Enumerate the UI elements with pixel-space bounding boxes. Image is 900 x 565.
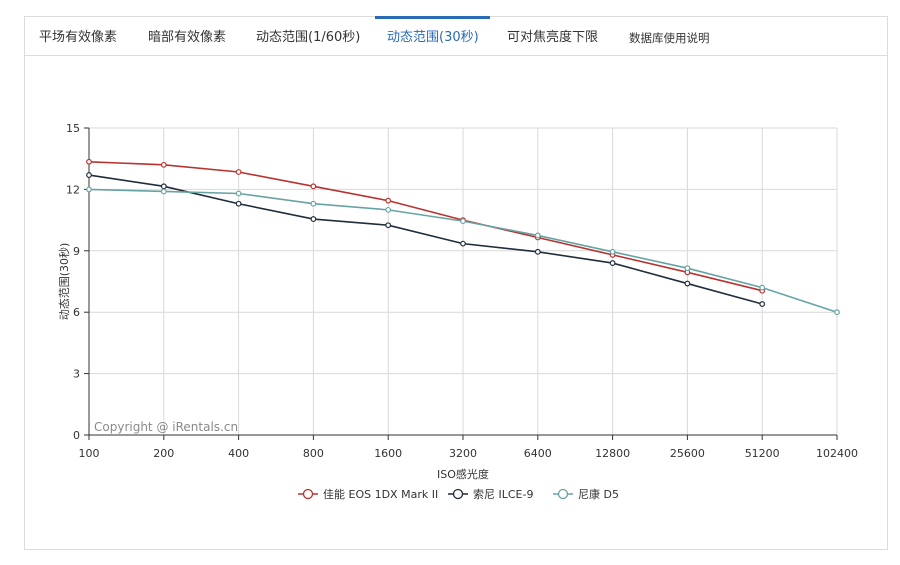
data-point[interactable]: [160, 183, 167, 190]
data-point[interactable]: [534, 232, 541, 239]
y-axis-title: 动态范围(30秒): [57, 243, 71, 321]
x-tick-label: 51200: [745, 447, 780, 460]
data-point[interactable]: [235, 190, 242, 197]
tab-bar: 平场有效像素 暗部有效像素 动态范围(1/60秒) 动态范围(30秒) 可对焦亮…: [25, 16, 887, 56]
data-point[interactable]: [160, 188, 167, 195]
data-point[interactable]: [609, 248, 616, 255]
x-tick-label: 6400: [524, 447, 552, 460]
data-point[interactable]: [86, 158, 92, 165]
legend-label: 佳能 EOS 1DX Mark II: [323, 487, 438, 501]
data-point[interactable]: [684, 265, 691, 272]
data-point[interactable]: [385, 206, 392, 213]
y-tick-label: 9: [73, 245, 80, 258]
x-tick-label: 800: [303, 447, 324, 460]
data-point[interactable]: [235, 169, 242, 175]
y-tick-label: 12: [66, 183, 80, 196]
data-point[interactable]: [160, 161, 167, 168]
data-point[interactable]: [310, 183, 317, 190]
copyright-watermark: Copyright @ iRentals.cn: [94, 420, 238, 434]
x-tick-label: 1600: [374, 447, 402, 460]
data-point[interactable]: [310, 200, 317, 207]
data-point[interactable]: [534, 248, 541, 255]
data-point[interactable]: [235, 200, 242, 207]
legend-label: 尼康 D5: [578, 487, 619, 501]
x-axis-title: ISO感光度: [437, 467, 489, 481]
data-point[interactable]: [759, 284, 766, 291]
active-tab-indicator: [375, 16, 490, 19]
x-tick-label: 100: [79, 447, 100, 460]
data-point[interactable]: [759, 301, 766, 307]
x-tick-label: 200: [153, 447, 174, 460]
y-tick-label: 6: [73, 306, 80, 319]
tab-flat-effective-pixels[interactable]: 平场有效像素: [39, 30, 118, 45]
legend-marker[interactable]: [302, 488, 314, 500]
series-line: [88, 174, 763, 305]
data-point[interactable]: [86, 186, 92, 193]
data-point[interactable]: [385, 222, 392, 229]
legend-marker[interactable]: [557, 488, 569, 500]
data-point[interactable]: [460, 218, 466, 225]
legend-marker[interactable]: [452, 488, 464, 500]
data-point[interactable]: [86, 172, 92, 178]
data-point[interactable]: [609, 260, 616, 266]
data-point[interactable]: [834, 309, 840, 316]
tab-dynamic-range-1-60s[interactable]: 动态范围(1/60秒): [256, 30, 361, 45]
data-point[interactable]: [684, 280, 691, 287]
data-point[interactable]: [460, 240, 466, 247]
tab-dark-effective-pixels[interactable]: 暗部有效像素: [148, 30, 227, 45]
y-tick-label: 0: [73, 429, 80, 442]
y-tick-label: 3: [73, 368, 80, 381]
x-tick-label: 102400: [816, 447, 858, 460]
series-line: [88, 160, 763, 292]
x-tick-label: 400: [228, 447, 249, 460]
data-point[interactable]: [385, 197, 392, 204]
tab-min-focus-brightness[interactable]: 可对焦亮度下限: [507, 30, 599, 45]
tab-database-help[interactable]: 数据库使用说明: [629, 31, 710, 45]
y-tick-label: 15: [66, 122, 80, 135]
x-tick-label: 12800: [595, 447, 630, 460]
x-tick-label: 3200: [449, 447, 477, 460]
data-point[interactable]: [310, 216, 317, 222]
legend-label: 索尼 ILCE-9: [473, 487, 533, 501]
tab-dynamic-range-30s[interactable]: 动态范围(30秒): [387, 30, 479, 45]
x-tick-label: 25600: [670, 447, 705, 460]
